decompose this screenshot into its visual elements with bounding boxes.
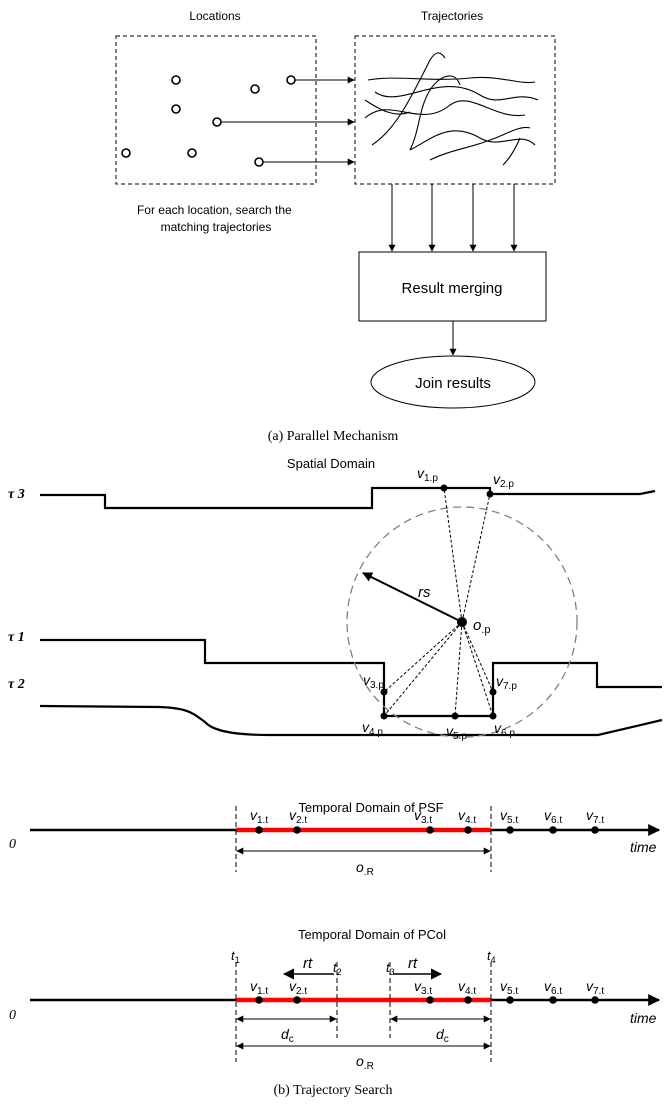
join-results-label: Join results xyxy=(415,375,491,392)
location-point xyxy=(254,157,264,167)
pcol-title: Temporal Domain of PCol xyxy=(298,927,446,942)
location-point xyxy=(212,117,222,127)
vertex-v5p xyxy=(451,712,459,720)
subcaption-b: (b) Trajectory Search xyxy=(274,1083,393,1098)
vertex-v6p xyxy=(489,712,497,720)
psf-label-v4t: v4.t xyxy=(458,807,476,826)
result-merging-box xyxy=(358,251,547,322)
pcol-dc-label-right: dc xyxy=(436,1026,449,1045)
trajectories-box xyxy=(354,35,556,185)
radius-label: rs xyxy=(418,584,431,601)
pcol-label-v6t: v6.t xyxy=(544,978,562,997)
pcol-rt-label-left: rt xyxy=(303,955,313,972)
spatial-domain-title: Spatial Domain xyxy=(287,456,375,471)
locations-label: Locations xyxy=(189,9,240,23)
pcol-label-v4t: v4.t xyxy=(458,978,476,997)
pcol-rt-label-right: rt xyxy=(408,955,418,972)
psf-label-v3t: v3.t xyxy=(414,807,432,826)
center-point xyxy=(457,617,467,627)
trajectory-tau1 xyxy=(40,638,662,718)
vertex-label-v1p: v1.p xyxy=(417,465,438,484)
location-point xyxy=(171,104,181,114)
vertex-label-v3p: v3.p xyxy=(363,672,384,691)
pcol-label-t3: t3 xyxy=(386,960,395,977)
radius-arrow xyxy=(362,572,461,622)
vertex-v2p xyxy=(486,490,494,498)
pcol-label-v7t: v7.t xyxy=(586,978,604,997)
psf-time-label: time xyxy=(630,839,657,855)
psf-zero-label: 0 xyxy=(9,837,16,852)
pcol-label-v3t: v3.t xyxy=(414,978,432,997)
trajectory-tau2 xyxy=(39,704,663,737)
psf-label-v6t: v6.t xyxy=(544,807,562,826)
pcol-label-t1: t1 xyxy=(231,948,240,965)
pcol-temporal-figure: Temporal Domain of PCol rt rt t1 t2 t3 t… xyxy=(9,927,661,1098)
tau2-label: τ 2 xyxy=(8,677,25,692)
center-label: o.p xyxy=(473,617,491,636)
pcol-range-label: o.R xyxy=(356,1053,374,1072)
location-points xyxy=(121,75,296,167)
psf-temporal-figure: Temporal Domain of PSF o.R 0 time v1.t v… xyxy=(9,800,661,878)
pcol-label-v5t: v5.t xyxy=(500,978,518,997)
spatial-domain-figure: Spatial Domain τ 3 τ 1 τ 2 rs o.p xyxy=(8,456,663,742)
psf-label-v2t: v2.t xyxy=(289,807,307,826)
location-point xyxy=(121,148,131,158)
tau1-label: τ 1 xyxy=(8,630,25,645)
tau3-label: τ 3 xyxy=(8,487,25,502)
locations-box xyxy=(115,35,317,185)
location-point xyxy=(250,84,260,94)
vertex-label-v5p: v5.p xyxy=(446,723,467,742)
search-range-circle xyxy=(346,506,578,738)
trajectories-label: Trajectories xyxy=(421,9,483,23)
spatial-vertices xyxy=(380,484,497,720)
vertex-label-v4p: v4.p xyxy=(362,719,383,738)
pcol-zero-label: 0 xyxy=(9,1008,16,1023)
vertex-v1p xyxy=(440,484,448,492)
spatial-spokes xyxy=(383,487,494,717)
pcol-dc-label-left: dc xyxy=(281,1026,294,1045)
vertex-label-v7p: v7.p xyxy=(496,673,517,692)
vertex-v7p xyxy=(489,688,497,696)
vertex-label-v2p: v2.p xyxy=(493,471,514,490)
parallel-mechanism-figure: Locations Trajectories xyxy=(115,9,556,444)
join-results-ellipse xyxy=(370,355,536,409)
pcol-label-t2: t2 xyxy=(333,960,342,977)
subcaption-a: (a) Parallel Mechanism xyxy=(268,429,399,444)
psf-label-v5t: v5.t xyxy=(500,807,518,826)
pcol-label-v2t: v2.t xyxy=(289,978,307,997)
result-merging-label: Result merging xyxy=(402,280,503,297)
pcol-label-v1t: v1.t xyxy=(250,978,268,997)
vertex-label-v6p: v6.p xyxy=(494,720,515,739)
psf-label-v1t: v1.t xyxy=(250,807,268,826)
psf-time-points xyxy=(255,826,599,834)
psf-label-v7t: v7.t xyxy=(586,807,604,826)
location-caption: For each location, search the matching t… xyxy=(137,203,295,234)
location-point xyxy=(187,148,197,158)
vertex-v4p xyxy=(380,712,388,720)
trajectory-curves xyxy=(364,52,539,166)
pcol-label-t4: t4 xyxy=(487,948,496,965)
location-point xyxy=(286,75,296,85)
psf-range-label: o.R xyxy=(356,859,374,878)
vertex-v3p xyxy=(380,688,388,696)
pcol-time-label: time xyxy=(630,1010,657,1026)
location-point xyxy=(171,75,181,85)
pcol-time-points xyxy=(255,996,599,1004)
trajectory-tau3 xyxy=(40,486,656,510)
psf-title: Temporal Domain of PSF xyxy=(298,800,443,815)
